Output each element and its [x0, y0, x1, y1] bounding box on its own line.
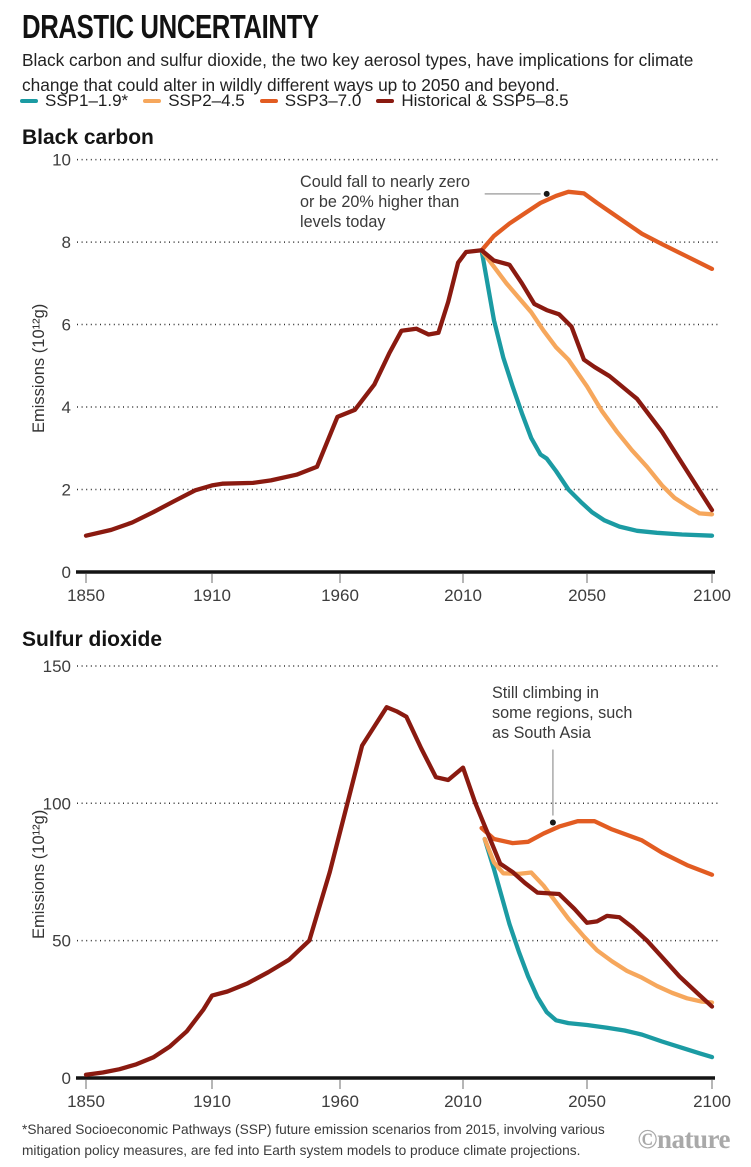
x-tick-label-1910: 1910: [193, 1092, 231, 1111]
x-tick-label-2100: 2100: [693, 586, 731, 605]
x-tick-label-1850: 1850: [67, 1092, 105, 1111]
sulfur-dioxide-heading: Sulfur dioxide: [22, 628, 163, 651]
y-tick-label-10: 10: [52, 151, 71, 170]
page-title: DRASTIC UNCERTAINTY: [22, 8, 319, 45]
series-ssp2-4-5: [479, 248, 715, 517]
series-ssp3-7-0: [479, 189, 715, 272]
x-tick-label-2010: 2010: [444, 586, 482, 605]
x-tick-label-2050: 2050: [568, 1092, 606, 1111]
black-carbon-heading: Black carbon: [22, 126, 154, 149]
black-carbon-chart: 0 2 4 6 8 10 1850 1910 1960 2010 2050 2100: [52, 151, 731, 605]
legend-swatch-ssp2: [143, 98, 162, 104]
x-tick-label-2050: 2050: [568, 586, 606, 605]
series-ssp1-1-9: [479, 248, 715, 538]
legend-label-ssp3: SSP3–7.0: [284, 91, 362, 110]
subtitle: Black carbon and sulfur dioxide, the two…: [22, 50, 694, 95]
x-tick-label-1910: 1910: [193, 586, 231, 605]
legend-item-historical-ssp5: Historical & SSP5–8.5: [376, 91, 569, 110]
legend-item-ssp3: SSP3–7.0: [259, 91, 362, 110]
y-tick-label-50: 50: [52, 932, 71, 951]
y-tick-label-4: 4: [62, 398, 71, 417]
y-tick-label-150: 150: [43, 657, 71, 676]
y-tick-label-8: 8: [62, 233, 71, 252]
legend-item-ssp1: SSP1–1.9*: [20, 91, 129, 110]
legend-item-ssp2: SSP2–4.5: [143, 91, 245, 110]
series-historical-ssp5-8-5: [83, 248, 715, 538]
y-tick-label-2: 2: [62, 481, 71, 500]
series-ssp3-7-0: [479, 819, 715, 877]
series-historical-ssp5-8-5: [83, 705, 715, 1077]
sulfur-dioxide-chart: 0 50 100 150 1850 1910 1960 2010 2050 2100: [43, 657, 731, 1111]
y-tick-label-6: 6: [62, 316, 71, 335]
x-tick-label-1850: 1850: [67, 586, 105, 605]
annotation-dot: [543, 190, 550, 197]
y-tick-label-0: 0: [62, 1069, 71, 1088]
y-tick-label-100: 100: [43, 794, 71, 813]
sulfur-dioxide-annotation: Still climbing in some regions, such as …: [492, 684, 633, 742]
footnote: *Shared Socioeconomic Pathways (SSP) fut…: [22, 1122, 605, 1158]
y-tick-label-0: 0: [62, 563, 71, 582]
legend-label-ssp1: SSP1–1.9*: [45, 91, 129, 110]
nature-logo: ©nature: [637, 1124, 730, 1154]
legend-swatch-historical-ssp5: [376, 98, 395, 104]
legend-label-historical-ssp5: Historical & SSP5–8.5: [401, 91, 569, 110]
legend-swatch-ssp3: [259, 98, 278, 104]
annotation-dot: [549, 819, 556, 826]
series-ssp1-1-9: [482, 836, 715, 1060]
x-tick-label-1960: 1960: [321, 586, 359, 605]
black-carbon-annotation: Could fall to nearly zero or be 20% high…: [300, 173, 471, 231]
x-tick-label-2100: 2100: [693, 1092, 731, 1111]
legend-label-ssp2: SSP2–4.5: [168, 91, 245, 110]
legend: SSP1–1.9* SSP2–4.5 SSP3–7.0 Historical &…: [20, 91, 569, 110]
legend-swatch-ssp1: [20, 98, 38, 104]
x-tick-label-1960: 1960: [321, 1092, 359, 1111]
x-tick-label-2010: 2010: [444, 1092, 482, 1111]
